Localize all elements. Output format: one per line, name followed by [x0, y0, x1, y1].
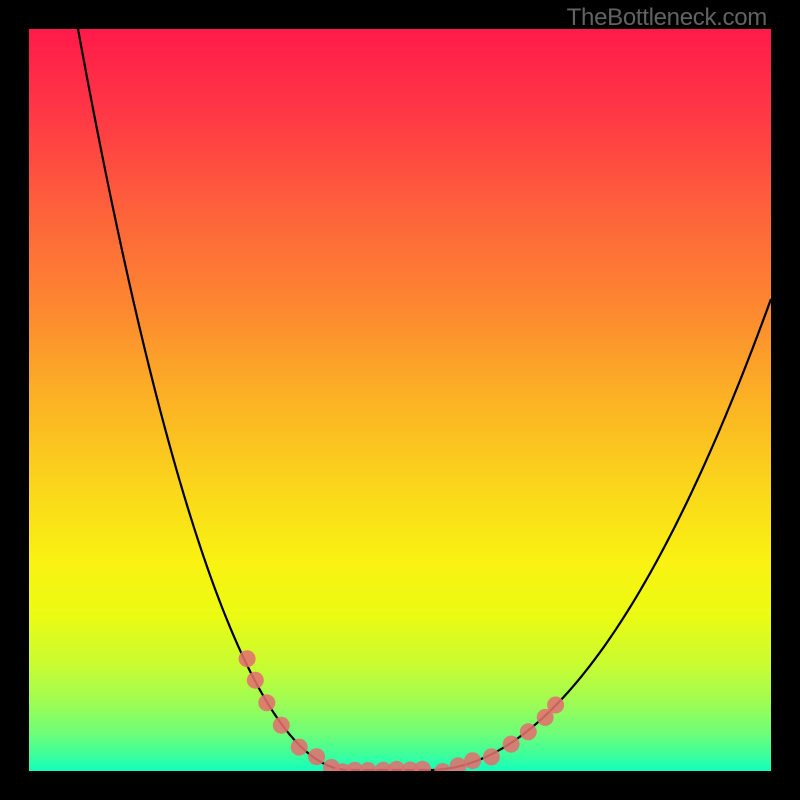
scatter-dot — [464, 752, 481, 769]
scatter-dot — [291, 739, 308, 756]
scatter-dot — [308, 748, 325, 765]
scatter-dot — [503, 736, 520, 753]
scatter-dot — [247, 672, 264, 689]
scatter-dot — [450, 757, 467, 771]
scatter-dot — [414, 761, 431, 771]
watermark-text: TheBottleneck.com — [567, 4, 767, 32]
scatter-dot — [520, 723, 537, 740]
scatter-dot — [547, 697, 564, 714]
scatter-dot — [483, 748, 500, 765]
scatter-dot — [258, 694, 275, 711]
scatter-dot — [273, 717, 290, 734]
scatter-points — [29, 29, 771, 771]
scatter-dot — [239, 650, 256, 667]
plot-frame — [29, 29, 771, 771]
chart-stage: TheBottleneck.com — [0, 0, 800, 800]
scatter-dot — [434, 763, 451, 771]
scatter-dot — [360, 762, 377, 771]
